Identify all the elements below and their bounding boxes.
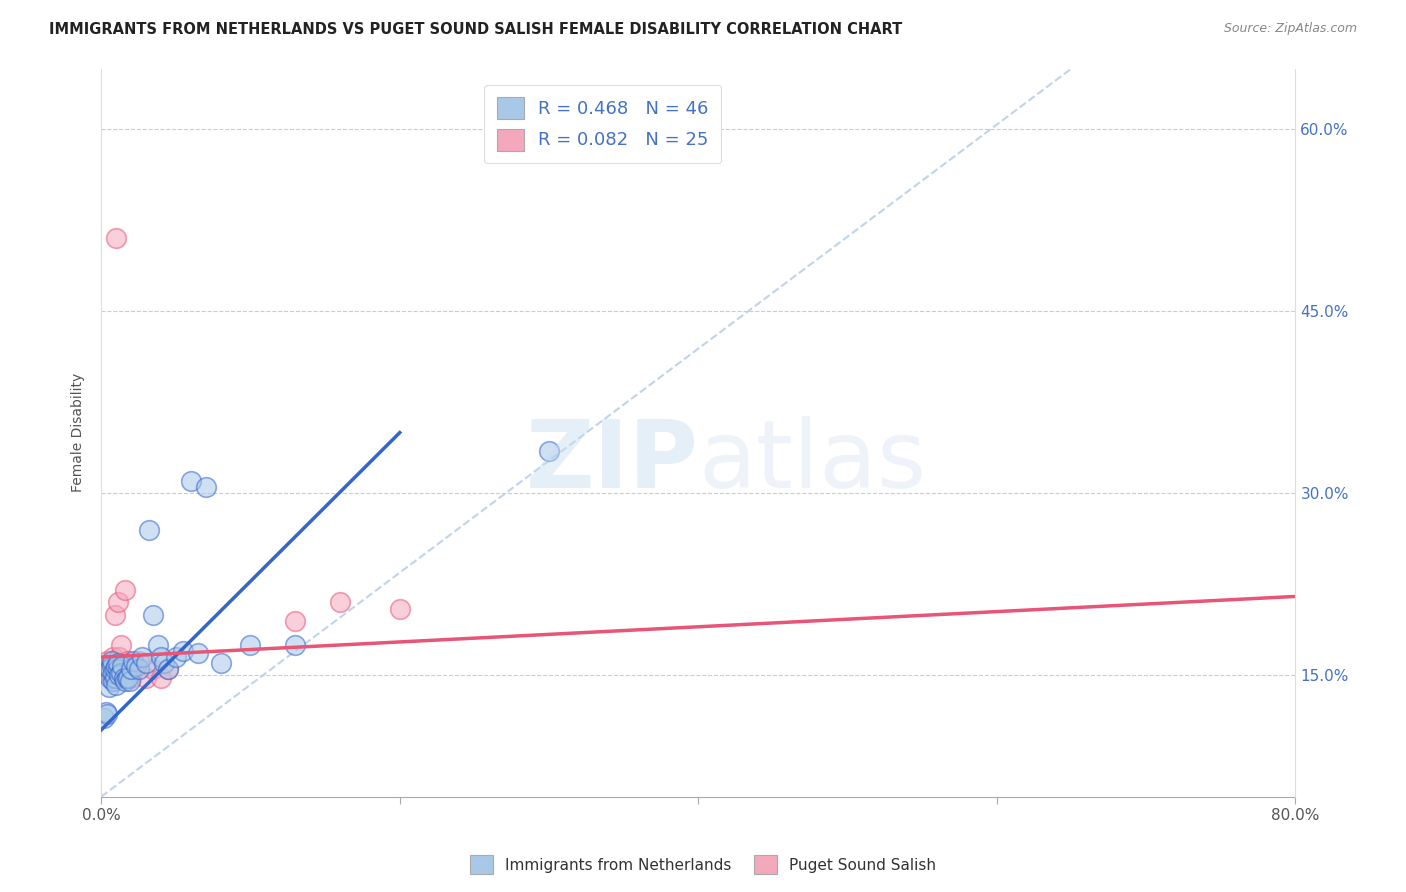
Point	[114, 674, 136, 689]
Point	[118, 674, 141, 689]
Point	[120, 671, 142, 685]
Point	[180, 474, 202, 488]
Point	[101, 665, 124, 680]
Point	[112, 671, 135, 685]
Point	[135, 656, 157, 670]
Point	[142, 607, 165, 622]
Point	[284, 614, 307, 628]
Point	[239, 638, 262, 652]
Point	[165, 650, 187, 665]
Point	[157, 662, 180, 676]
Point	[138, 523, 160, 537]
Point	[105, 231, 128, 245]
Legend: Immigrants from Netherlands, Puget Sound Salish: Immigrants from Netherlands, Puget Sound…	[464, 849, 942, 880]
Point	[187, 647, 209, 661]
Point	[101, 674, 124, 689]
Point	[108, 668, 131, 682]
Point	[108, 650, 131, 665]
Point	[329, 595, 352, 609]
Point	[105, 671, 128, 685]
Point	[98, 662, 121, 676]
Point	[128, 662, 150, 676]
Point	[128, 654, 150, 668]
Point	[117, 671, 139, 685]
Point	[111, 658, 134, 673]
Point	[146, 638, 169, 652]
Point	[107, 656, 129, 670]
Point	[104, 671, 127, 685]
Point	[115, 671, 138, 685]
Point	[100, 671, 122, 685]
Point	[96, 707, 118, 722]
Point	[97, 681, 120, 695]
Point	[142, 662, 165, 676]
Point	[122, 662, 145, 676]
Point	[131, 650, 153, 665]
Point	[153, 656, 176, 670]
Text: Source: ZipAtlas.com: Source: ZipAtlas.com	[1223, 22, 1357, 36]
Point	[388, 601, 411, 615]
Point	[94, 705, 117, 719]
Point	[149, 650, 172, 665]
Point	[100, 654, 122, 668]
Point	[97, 658, 120, 673]
Text: ZIP: ZIP	[526, 416, 699, 508]
Point	[121, 654, 143, 668]
Point	[105, 658, 128, 673]
Point	[104, 607, 127, 622]
Point	[101, 650, 124, 665]
Point	[149, 671, 172, 685]
Point	[120, 662, 142, 676]
Point	[104, 662, 127, 676]
Point	[194, 480, 217, 494]
Point	[209, 656, 232, 670]
Point	[284, 638, 307, 652]
Point	[124, 658, 146, 673]
Point	[96, 654, 118, 668]
Point	[107, 595, 129, 609]
Y-axis label: Female Disability: Female Disability	[72, 373, 86, 492]
Point	[172, 644, 194, 658]
Point	[112, 662, 135, 676]
Point	[97, 662, 120, 676]
Point	[114, 583, 136, 598]
Point	[94, 662, 117, 676]
Legend: R = 0.468   N = 46, R = 0.082   N = 25: R = 0.468 N = 46, R = 0.082 N = 25	[484, 85, 721, 163]
Text: atlas: atlas	[699, 416, 927, 508]
Point	[98, 665, 121, 680]
Point	[100, 658, 122, 673]
Point	[93, 711, 115, 725]
Point	[110, 665, 132, 680]
Point	[157, 662, 180, 676]
Point	[135, 671, 157, 685]
Point	[105, 678, 128, 692]
Point	[117, 654, 139, 668]
Text: IMMIGRANTS FROM NETHERLANDS VS PUGET SOUND SALISH FEMALE DISABILITY CORRELATION : IMMIGRANTS FROM NETHERLANDS VS PUGET SOU…	[49, 22, 903, 37]
Point	[98, 671, 121, 685]
Point	[110, 638, 132, 652]
Point	[107, 662, 129, 676]
Point	[538, 443, 561, 458]
